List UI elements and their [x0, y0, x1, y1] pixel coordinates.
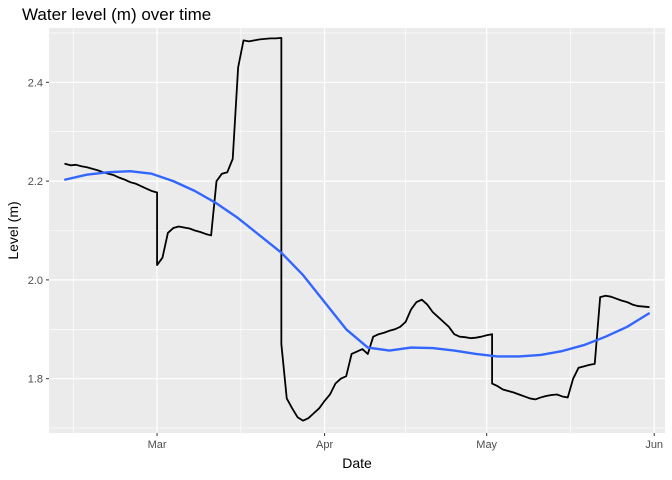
- major-gridlines: [49, 28, 665, 433]
- chart-title: Water level (m) over time: [22, 5, 211, 24]
- minor-gridlines: [49, 28, 665, 433]
- x-axis-title: Date: [342, 455, 372, 471]
- x-tick-label: Apr: [316, 439, 333, 451]
- x-axis: Mar Apr May Jun: [148, 433, 663, 451]
- x-tick-label: May: [476, 439, 497, 451]
- y-tick-label: 2.2: [28, 176, 43, 188]
- y-tick-label: 1.8: [28, 374, 43, 386]
- series-layer: [64, 36, 650, 422]
- y-axis: 1.8 2.0 2.2 2.4: [28, 77, 49, 386]
- y-tick-label: 2.0: [28, 275, 43, 287]
- smooth-trend-line: [64, 170, 650, 358]
- water-level-line: [64, 36, 650, 422]
- y-axis-title: Level (m): [5, 201, 21, 259]
- x-tick-label: Mar: [148, 439, 167, 451]
- x-tick-label: Jun: [645, 439, 663, 451]
- y-tick-label: 2.4: [28, 77, 43, 89]
